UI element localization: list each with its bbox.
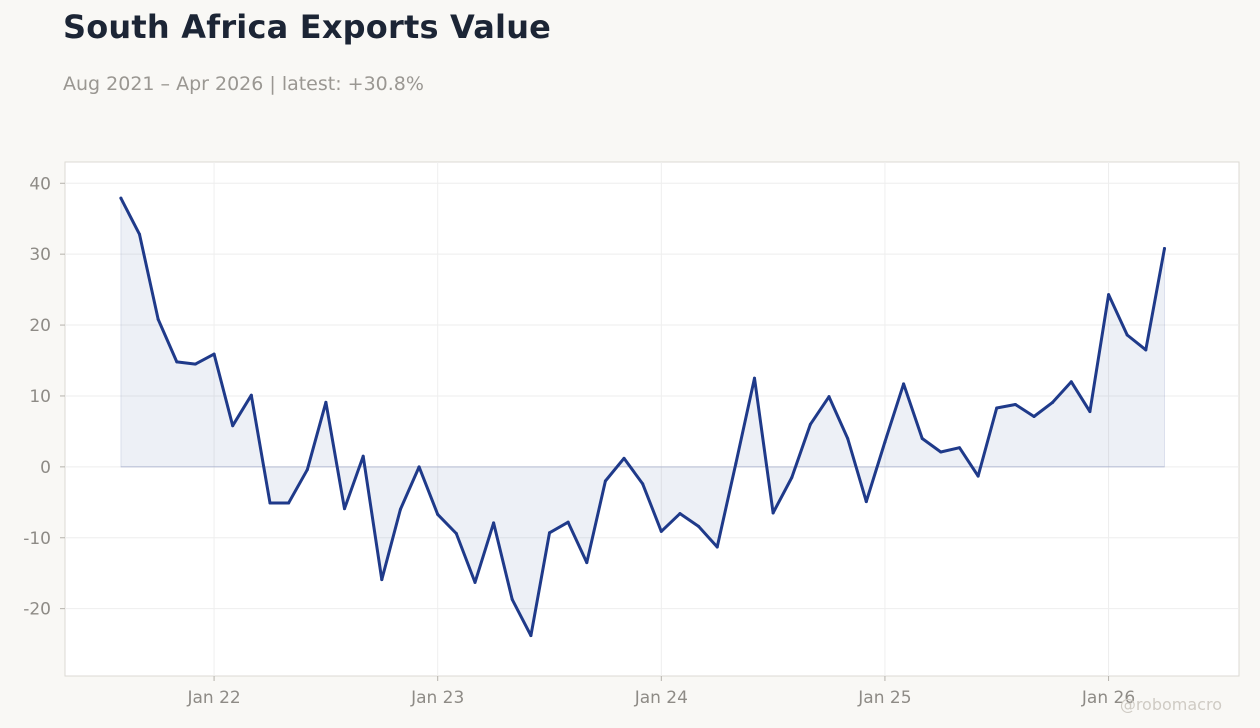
series [119,196,1166,638]
data-point [920,436,924,440]
data-point [193,362,197,366]
data-point [212,352,216,356]
data-point [734,461,738,465]
chart-subtitle: Aug 2021 – Apr 2026 | latest: +30.8% [63,73,424,95]
y-axis: -20 -10 0 10 20 30 40 [23,174,65,620]
y-tick-label: 0 [40,458,51,478]
data-point [1125,333,1129,337]
y-tick-label: -20 [23,600,51,620]
data-point [529,634,533,638]
data-point [343,507,347,511]
plot-area [64,161,1240,677]
data-point [1013,402,1017,406]
data-point [1107,293,1111,297]
data-point [119,196,123,200]
data-point [957,446,961,450]
data-point [268,501,272,505]
data-point [659,529,663,533]
data-point [361,454,365,458]
data-point [492,521,496,525]
x-tick-label: Jan 24 [634,688,688,708]
data-point [995,406,999,410]
y-tick-label: 10 [29,387,51,407]
data-point [585,561,589,565]
x-tick-label: Jan 25 [857,688,911,708]
data-point [622,456,626,460]
data-point [1051,400,1055,404]
data-point [380,578,384,582]
data-point [641,482,645,486]
data-point [808,422,812,426]
data-point [1088,410,1092,414]
y-tick-label: 40 [29,174,51,194]
data-point [902,382,906,386]
data-point [752,376,756,380]
watermark: @robomacro [1120,695,1222,714]
data-point [175,360,179,364]
data-point [548,531,552,535]
data-point [715,545,719,549]
data-point [790,475,794,479]
grid-lines [65,162,1239,676]
data-point [827,395,831,399]
data-point [1162,246,1166,250]
data-point [846,436,850,440]
data-point [287,501,291,505]
data-point [398,507,402,511]
y-tick-label: 20 [29,316,51,336]
data-point [603,479,607,483]
x-axis: Jan 22 Jan 23 Jan 24 Jan 25 Jan 26 [186,676,1135,708]
x-tick-label: Jan 26 [1081,688,1135,708]
data-point [976,474,980,478]
data-point [697,524,701,528]
y-tick-label: -10 [23,529,51,549]
data-point [939,450,943,454]
data-point [510,597,514,601]
data-point [156,317,160,321]
data-point [678,512,682,516]
data-point [864,500,868,504]
data-point [324,400,328,404]
x-tick-label: Jan 22 [186,688,240,708]
data-point [771,511,775,515]
data-point [231,424,235,428]
data-point [417,465,421,469]
data-point [1032,415,1036,419]
y-tick-label: 30 [29,245,51,265]
data-point [883,440,887,444]
data-point [138,232,142,236]
data-point [1069,380,1073,384]
data-point [1144,348,1148,352]
chart-title: South Africa Exports Value [63,8,552,46]
data-point [473,580,477,584]
data-point [454,531,458,535]
x-tick-label: Jan 23 [410,688,464,708]
data-point [436,512,440,516]
data-point [305,468,309,472]
data-point [566,520,570,524]
data-point [249,393,253,397]
